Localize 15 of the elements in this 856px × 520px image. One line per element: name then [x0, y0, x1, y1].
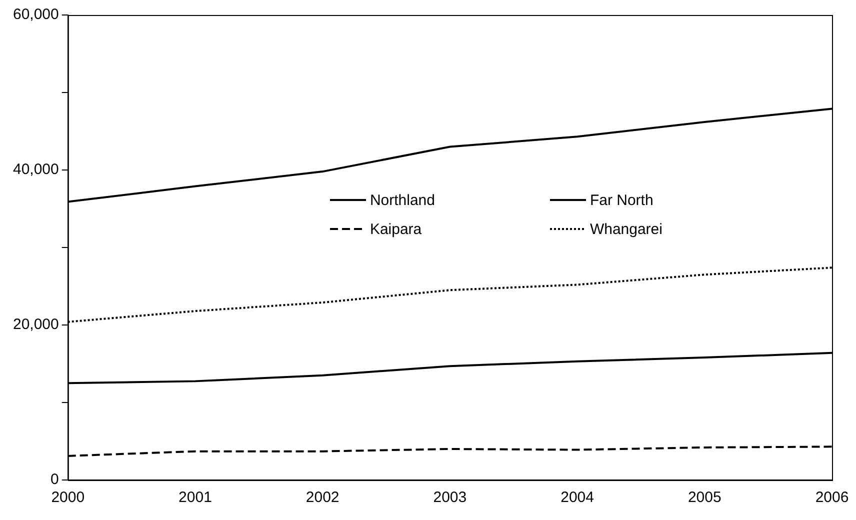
x-tick-label: 2006	[815, 489, 849, 506]
legend-label: Far North	[590, 192, 654, 209]
x-tick-label: 2001	[178, 489, 212, 506]
legend-label: Whangarei	[590, 220, 662, 238]
y-tick-label: 60,000	[12, 6, 59, 24]
legend-label: Kaipara	[370, 220, 422, 238]
y-tick-label: 20,000	[12, 316, 59, 334]
y-tick-label: 0	[50, 471, 59, 488]
x-tick-label: 2002	[306, 489, 340, 506]
x-tick-label: 2000	[51, 489, 85, 506]
x-tick-label: 2003	[433, 489, 467, 506]
legend-label: Northland	[370, 192, 435, 209]
x-tick-label: 2004	[560, 489, 594, 506]
y-tick-label: 40,000	[12, 161, 59, 178]
x-tick-label: 2005	[688, 489, 722, 506]
